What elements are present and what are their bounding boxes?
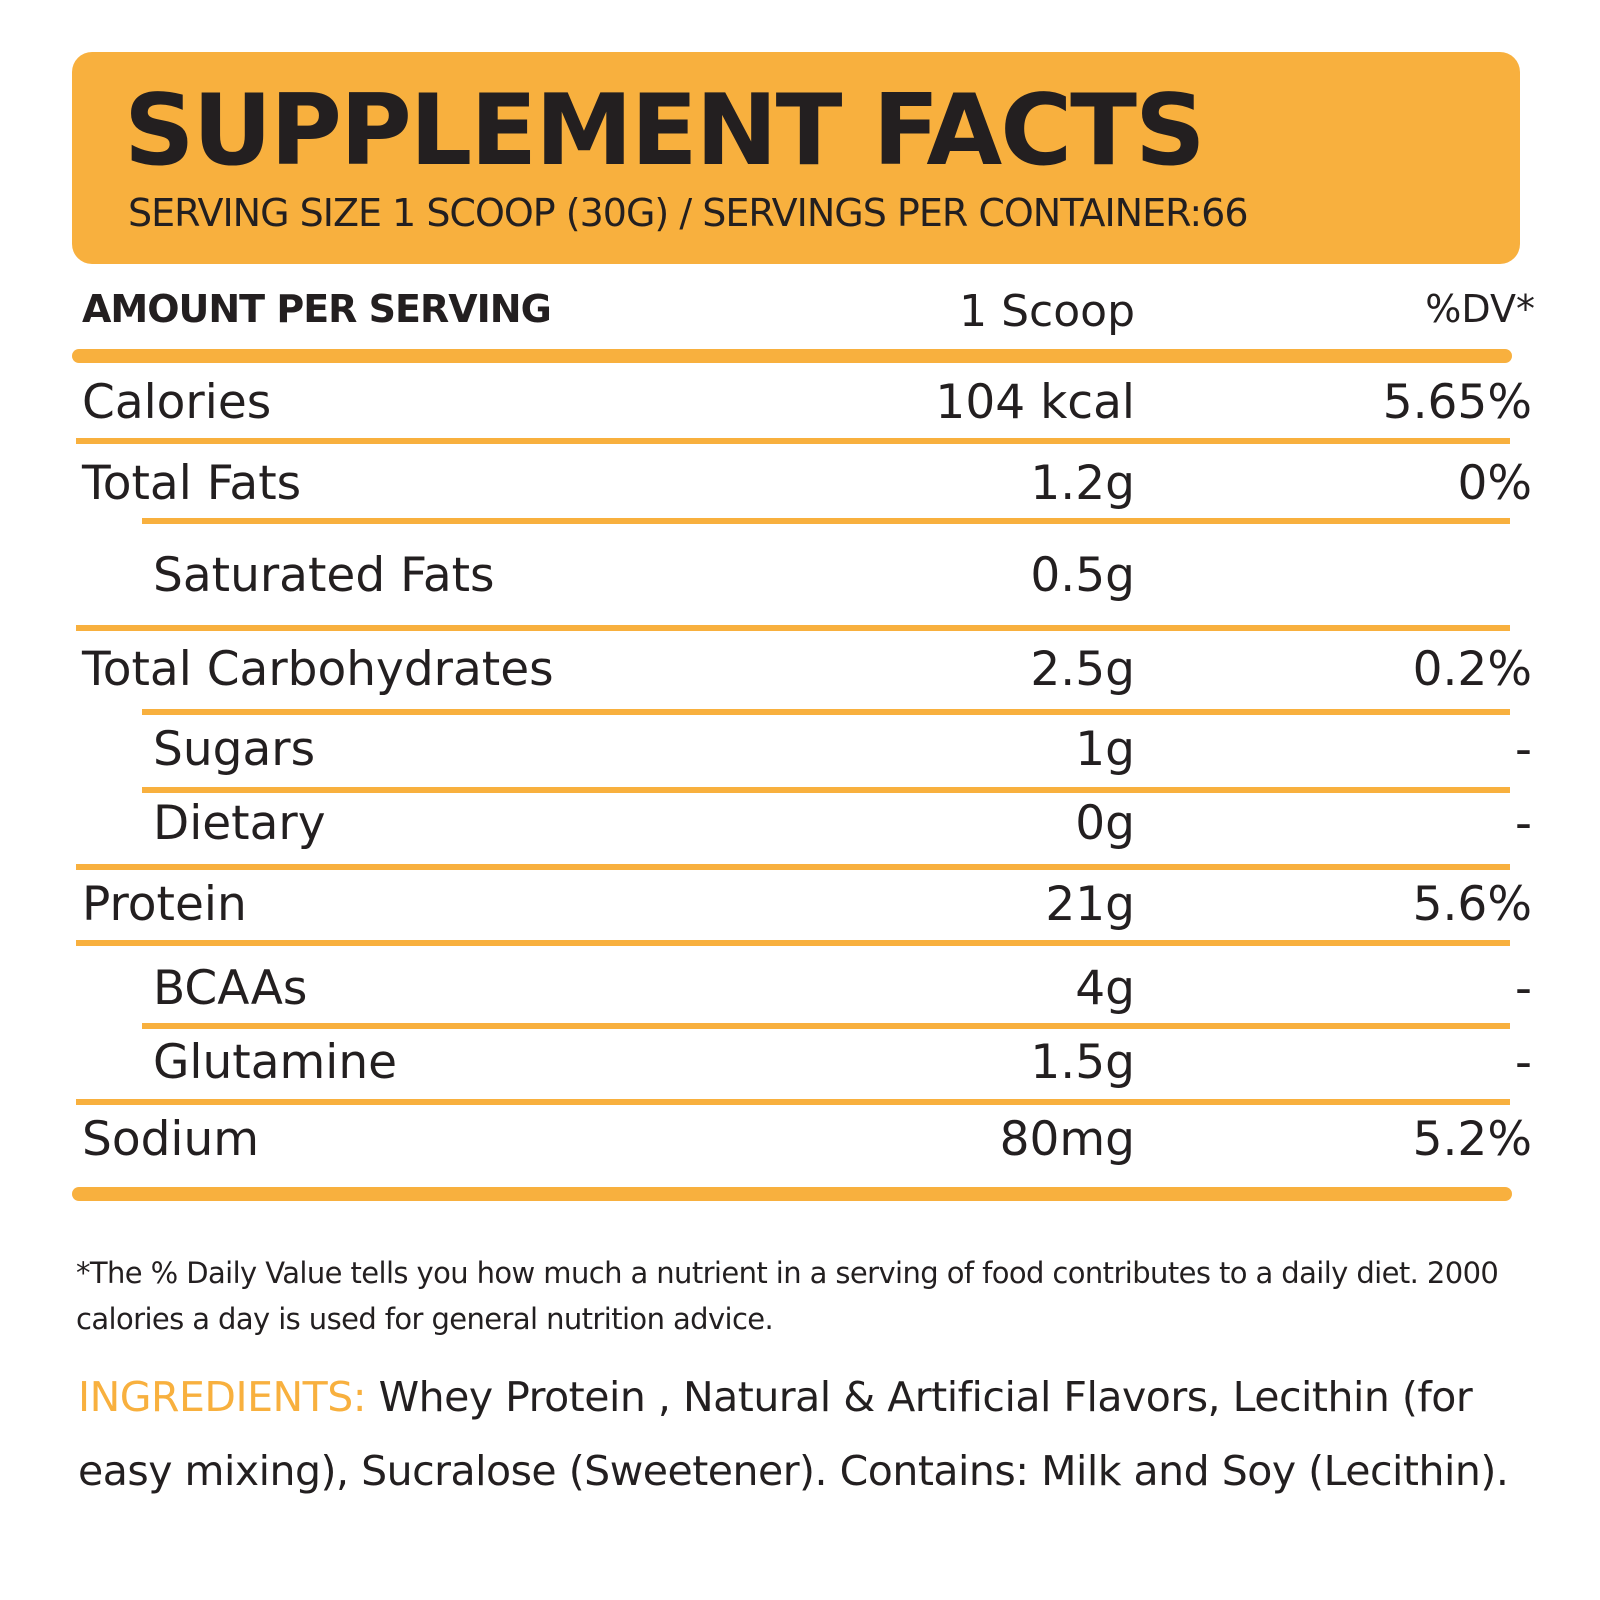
serving-size-line: SERVING SIZE 1 SCOOP (30G) / SERVINGS PE… — [128, 191, 1248, 235]
header-divider — [72, 349, 1512, 363]
nutrient-row: Calories 104 kcal 5.65% — [0, 375, 1600, 431]
nutrient-amount: 104 kcal — [935, 375, 1135, 430]
nutrient-daily-value: 5.65% — [1382, 375, 1532, 430]
nutrient-row: Total Fats 1.2g 0% — [0, 456, 1600, 512]
nutrient-name: Total Fats — [82, 456, 302, 511]
nutrient-name: BCAAs — [153, 961, 308, 1016]
row-divider — [142, 518, 1510, 524]
nutrient-daily-value: - — [1515, 961, 1532, 1016]
nutrient-amount: 0.5g — [1030, 548, 1135, 603]
nutrient-amount: 80mg — [999, 1112, 1135, 1167]
row-divider — [142, 787, 1510, 793]
nutrient-daily-value: 0.2% — [1412, 642, 1532, 697]
nutrient-name: Glutamine — [153, 1035, 398, 1090]
ingredients-label: INGREDIENTS: — [78, 1373, 367, 1421]
nutrient-amount: 1.2g — [1030, 456, 1135, 511]
nutrient-amount: 4g — [1075, 961, 1135, 1016]
nutrient-amount: 0g — [1075, 796, 1135, 851]
amount-column-heading: 1 Scoop — [959, 286, 1135, 337]
nutrient-amount: 21g — [1045, 877, 1135, 932]
nutrient-name: Calories — [82, 375, 272, 430]
row-divider — [76, 438, 1510, 444]
ingredients-block: INGREDIENTS: Whey Protein , Natural & Ar… — [78, 1360, 1558, 1508]
nutrient-amount: 1g — [1075, 722, 1135, 777]
nutrient-row: Protein 21g 5.6% — [0, 877, 1600, 933]
nutrient-row: Saturated Fats 0.5g — [0, 548, 1600, 604]
nutrient-daily-value: - — [1515, 796, 1532, 851]
nutrient-amount: 2.5g — [1030, 642, 1135, 697]
nutrient-row: Glutamine 1.5g - — [0, 1035, 1600, 1091]
nutrient-row: BCAAs 4g - — [0, 961, 1600, 1017]
nutrient-row: Sodium 80mg 5.2% — [0, 1112, 1600, 1168]
nutrient-name: Dietary — [153, 796, 326, 851]
table-bottom-divider — [72, 1187, 1512, 1201]
nutrient-row: Dietary 0g - — [0, 796, 1600, 852]
nutrient-daily-value: 5.2% — [1412, 1112, 1532, 1167]
nutrient-daily-value: 5.6% — [1412, 877, 1532, 932]
nutrient-daily-value: 0% — [1457, 456, 1532, 511]
nutrient-daily-value: - — [1515, 722, 1532, 777]
facts-title: SUPPLEMENT FACTS — [124, 74, 1206, 188]
row-divider — [142, 709, 1510, 715]
nutrient-name: Saturated Fats — [153, 548, 495, 603]
row-divider — [76, 625, 1510, 631]
nutrient-name: Sugars — [153, 722, 316, 777]
row-divider — [76, 940, 1510, 946]
daily-value-column-heading: %DV* — [1425, 287, 1535, 331]
nutrient-row: Sugars 1g - — [0, 722, 1600, 778]
nutrient-name: Total Carbohydrates — [82, 642, 554, 697]
nutrient-name: Protein — [82, 877, 247, 932]
ingredients-text: Whey Protein , Natural & Artificial Flav… — [78, 1373, 1509, 1495]
nutrient-name: Sodium — [82, 1112, 260, 1167]
amount-per-serving-heading: AMOUNT PER SERVING — [82, 287, 552, 331]
nutrient-daily-value: - — [1515, 1035, 1532, 1090]
nutrient-row: Total Carbohydrates 2.5g 0.2% — [0, 642, 1600, 698]
row-divider — [142, 1023, 1510, 1029]
nutrient-amount: 1.5g — [1030, 1035, 1135, 1090]
row-divider — [76, 864, 1510, 870]
row-divider — [76, 1099, 1510, 1105]
daily-value-footnote: *The % Daily Value tells you how much a … — [76, 1256, 1499, 1336]
facts-header: SUPPLEMENT FACTS SERVING SIZE 1 SCOOP (3… — [72, 52, 1520, 264]
